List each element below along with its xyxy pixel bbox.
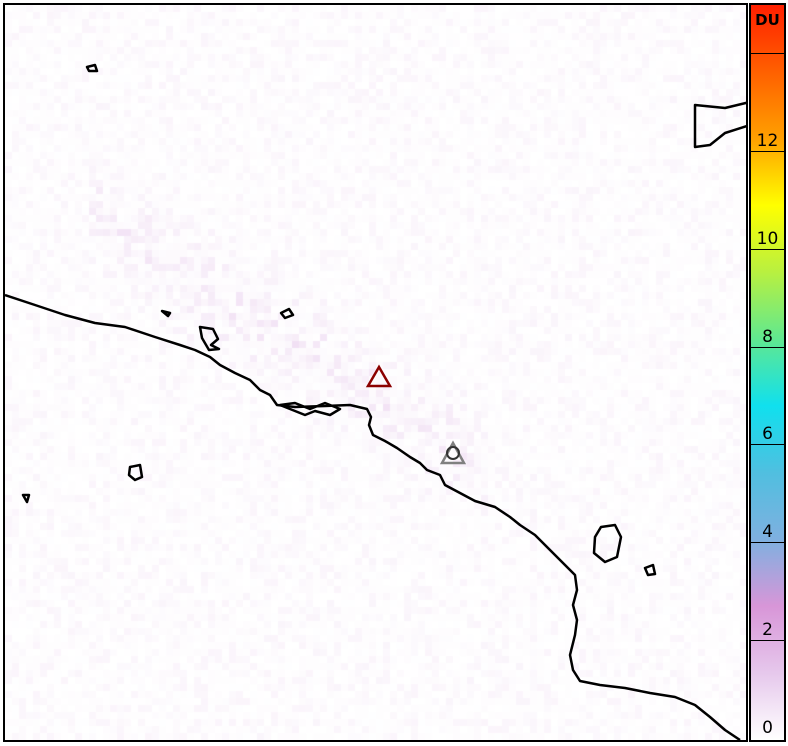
colorbar-tick-label: 2	[762, 620, 773, 641]
colorbar-tick-label: 12	[756, 130, 779, 151]
coastline	[5, 293, 741, 740]
island	[592, 523, 623, 564]
colorbar-tick	[751, 346, 784, 348]
colorbar-tick	[751, 444, 784, 446]
island	[198, 325, 221, 352]
colorbar-tick-label: 8	[762, 326, 773, 347]
island	[160, 309, 172, 318]
colorbar-tick	[751, 248, 784, 250]
volcano-marker-red[interactable]	[365, 364, 393, 388]
island	[85, 63, 99, 73]
island	[127, 463, 144, 482]
colorbar-tick-label: 6	[762, 424, 773, 445]
colorbar-tick-label: 0	[762, 718, 773, 738]
island	[643, 563, 657, 577]
colorbar-tick	[751, 542, 784, 544]
island	[693, 101, 746, 149]
island	[279, 307, 295, 320]
map-overlay	[5, 63, 746, 740]
colorbar-tick	[751, 150, 784, 152]
island	[21, 493, 31, 504]
volcano-circle-icon	[446, 446, 460, 460]
colorbar-tick-label: 4	[762, 522, 773, 543]
colorbar-tick-label: 10	[756, 228, 779, 249]
colorbar: DU 0 2 4 6 8 10 12	[749, 3, 786, 742]
colorbar-unit: DU	[755, 11, 780, 29]
island	[278, 401, 342, 417]
map-panel[interactable]	[3, 3, 748, 742]
colorbar-tick	[751, 640, 784, 642]
colorbar-tick	[751, 53, 784, 54]
